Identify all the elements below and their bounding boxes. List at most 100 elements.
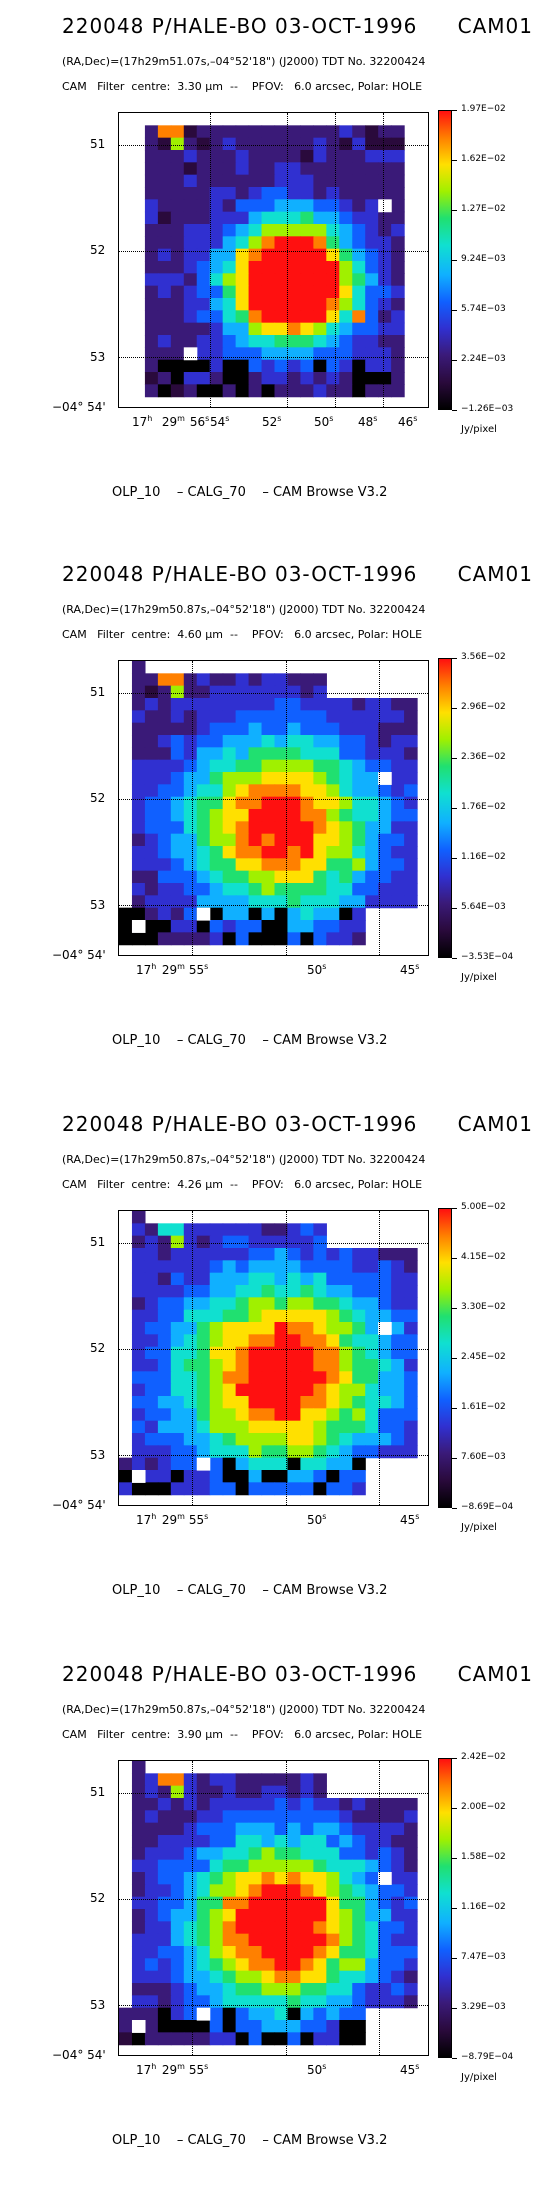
image-pixel bbox=[287, 1995, 302, 2009]
panel-title: 220048 P/HALE-BO 03-OCT-1996 bbox=[62, 1662, 418, 1686]
image-pixel bbox=[365, 125, 379, 139]
colorbar-tick bbox=[452, 1908, 457, 1909]
image-pixel bbox=[209, 187, 224, 200]
image-pixel bbox=[365, 870, 379, 884]
image-pixel bbox=[235, 1970, 250, 1984]
image-pixel bbox=[157, 1420, 172, 1434]
image-pixel bbox=[170, 833, 185, 847]
image-pixel bbox=[144, 211, 159, 225]
image-pixel bbox=[183, 673, 198, 687]
image-pixel bbox=[144, 858, 159, 872]
image-pixel bbox=[287, 1810, 302, 1824]
image-pixel bbox=[287, 1359, 302, 1372]
image-pixel bbox=[365, 1371, 379, 1385]
image-pixel bbox=[352, 1470, 366, 1483]
image-pixel bbox=[365, 224, 379, 237]
colorbar-tick bbox=[452, 110, 457, 111]
masked-pixel bbox=[378, 1322, 392, 1335]
image-pixel bbox=[157, 1470, 172, 1483]
image-pixel bbox=[119, 932, 133, 946]
image-pixel bbox=[365, 322, 379, 336]
image-pixel bbox=[313, 920, 327, 933]
image-pixel bbox=[339, 384, 353, 398]
image-pixel bbox=[248, 310, 263, 324]
image-pixel bbox=[378, 1884, 392, 1898]
image-pixel bbox=[196, 1785, 211, 1799]
image-pixel bbox=[183, 359, 198, 373]
image-pixel bbox=[391, 1884, 405, 1898]
image-pixel bbox=[391, 821, 405, 835]
image-pixel bbox=[157, 2032, 172, 2046]
image-pixel bbox=[144, 907, 159, 921]
image-pixel bbox=[313, 772, 327, 785]
image-pixel bbox=[183, 273, 198, 287]
image-pixel bbox=[248, 2032, 263, 2046]
image-pixel bbox=[131, 1322, 146, 1335]
image-pixel bbox=[352, 759, 366, 773]
image-pixel bbox=[352, 285, 366, 299]
image-pixel bbox=[391, 1970, 405, 1984]
image-pixel bbox=[365, 310, 379, 324]
ra-tick-value: 50 bbox=[307, 963, 323, 977]
image-pixel bbox=[131, 1371, 146, 1385]
image-pixel bbox=[131, 1921, 146, 1935]
image-pixel bbox=[274, 1798, 289, 1811]
image-pixel bbox=[352, 833, 366, 847]
image-pixel bbox=[144, 1847, 159, 1861]
image-pixel bbox=[391, 1334, 405, 1348]
image-pixel bbox=[183, 722, 198, 736]
image-pixel bbox=[144, 1810, 159, 1824]
image-pixel bbox=[235, 1470, 250, 1483]
image-pixel bbox=[326, 150, 340, 163]
image-pixel bbox=[157, 1983, 172, 1996]
image-pixel bbox=[222, 747, 237, 761]
ra-tick-unit: s bbox=[322, 1512, 327, 1521]
image-pixel bbox=[391, 359, 405, 373]
image-pixel bbox=[144, 1260, 159, 1274]
image-pixel bbox=[326, 211, 340, 225]
image-pixel bbox=[404, 1946, 418, 1959]
camera-id: CAM01 bbox=[457, 1662, 533, 1686]
image-pixel bbox=[235, 187, 250, 200]
image-pixel bbox=[157, 1223, 172, 1237]
image-pixel bbox=[378, 747, 392, 761]
image-pixel bbox=[196, 224, 211, 237]
image-pixel bbox=[287, 199, 302, 213]
image-pixel bbox=[365, 698, 379, 711]
image-pixel bbox=[170, 932, 185, 946]
image-pixel bbox=[119, 2020, 133, 2033]
image-pixel bbox=[183, 1433, 198, 1446]
image-pixel bbox=[391, 322, 405, 336]
image-pixel bbox=[248, 1408, 263, 1422]
image-pixel bbox=[222, 1835, 237, 1848]
image-pixel bbox=[183, 1235, 198, 1249]
filter-suffix: -- PFOV: 6.0 arcsec, Polar: HOLE bbox=[222, 1178, 423, 1191]
image-pixel bbox=[183, 1847, 198, 1861]
image-pixel bbox=[378, 1297, 392, 1311]
image-pixel bbox=[222, 846, 237, 859]
image-pixel bbox=[248, 1946, 263, 1959]
image-pixel bbox=[248, 2020, 263, 2033]
image-pixel bbox=[170, 162, 185, 176]
image-pixel bbox=[183, 1285, 198, 1298]
image-pixel bbox=[222, 1872, 237, 1885]
colorbar-tick-label: −8.79E−04 bbox=[461, 2052, 514, 2062]
image-pixel bbox=[352, 261, 366, 274]
image-pixel bbox=[170, 1970, 185, 1984]
image-pixel bbox=[300, 673, 314, 687]
image-pixel bbox=[365, 722, 379, 736]
image-pixel bbox=[339, 833, 353, 847]
image-pixel bbox=[209, 1933, 224, 1947]
image-pixel bbox=[274, 187, 289, 200]
ra-tick-value: 45 bbox=[400, 2063, 416, 2077]
image-pixel bbox=[287, 1248, 302, 1261]
image-pixel bbox=[235, 1909, 250, 1922]
image-pixel bbox=[404, 1309, 418, 1323]
image-pixel bbox=[287, 1433, 302, 1446]
image-pixel bbox=[157, 772, 172, 785]
image-pixel bbox=[287, 236, 302, 250]
image-pixel bbox=[170, 236, 185, 250]
image-pixel bbox=[391, 1872, 405, 1885]
image-pixel bbox=[157, 1408, 172, 1422]
image-pixel bbox=[352, 1383, 366, 1397]
